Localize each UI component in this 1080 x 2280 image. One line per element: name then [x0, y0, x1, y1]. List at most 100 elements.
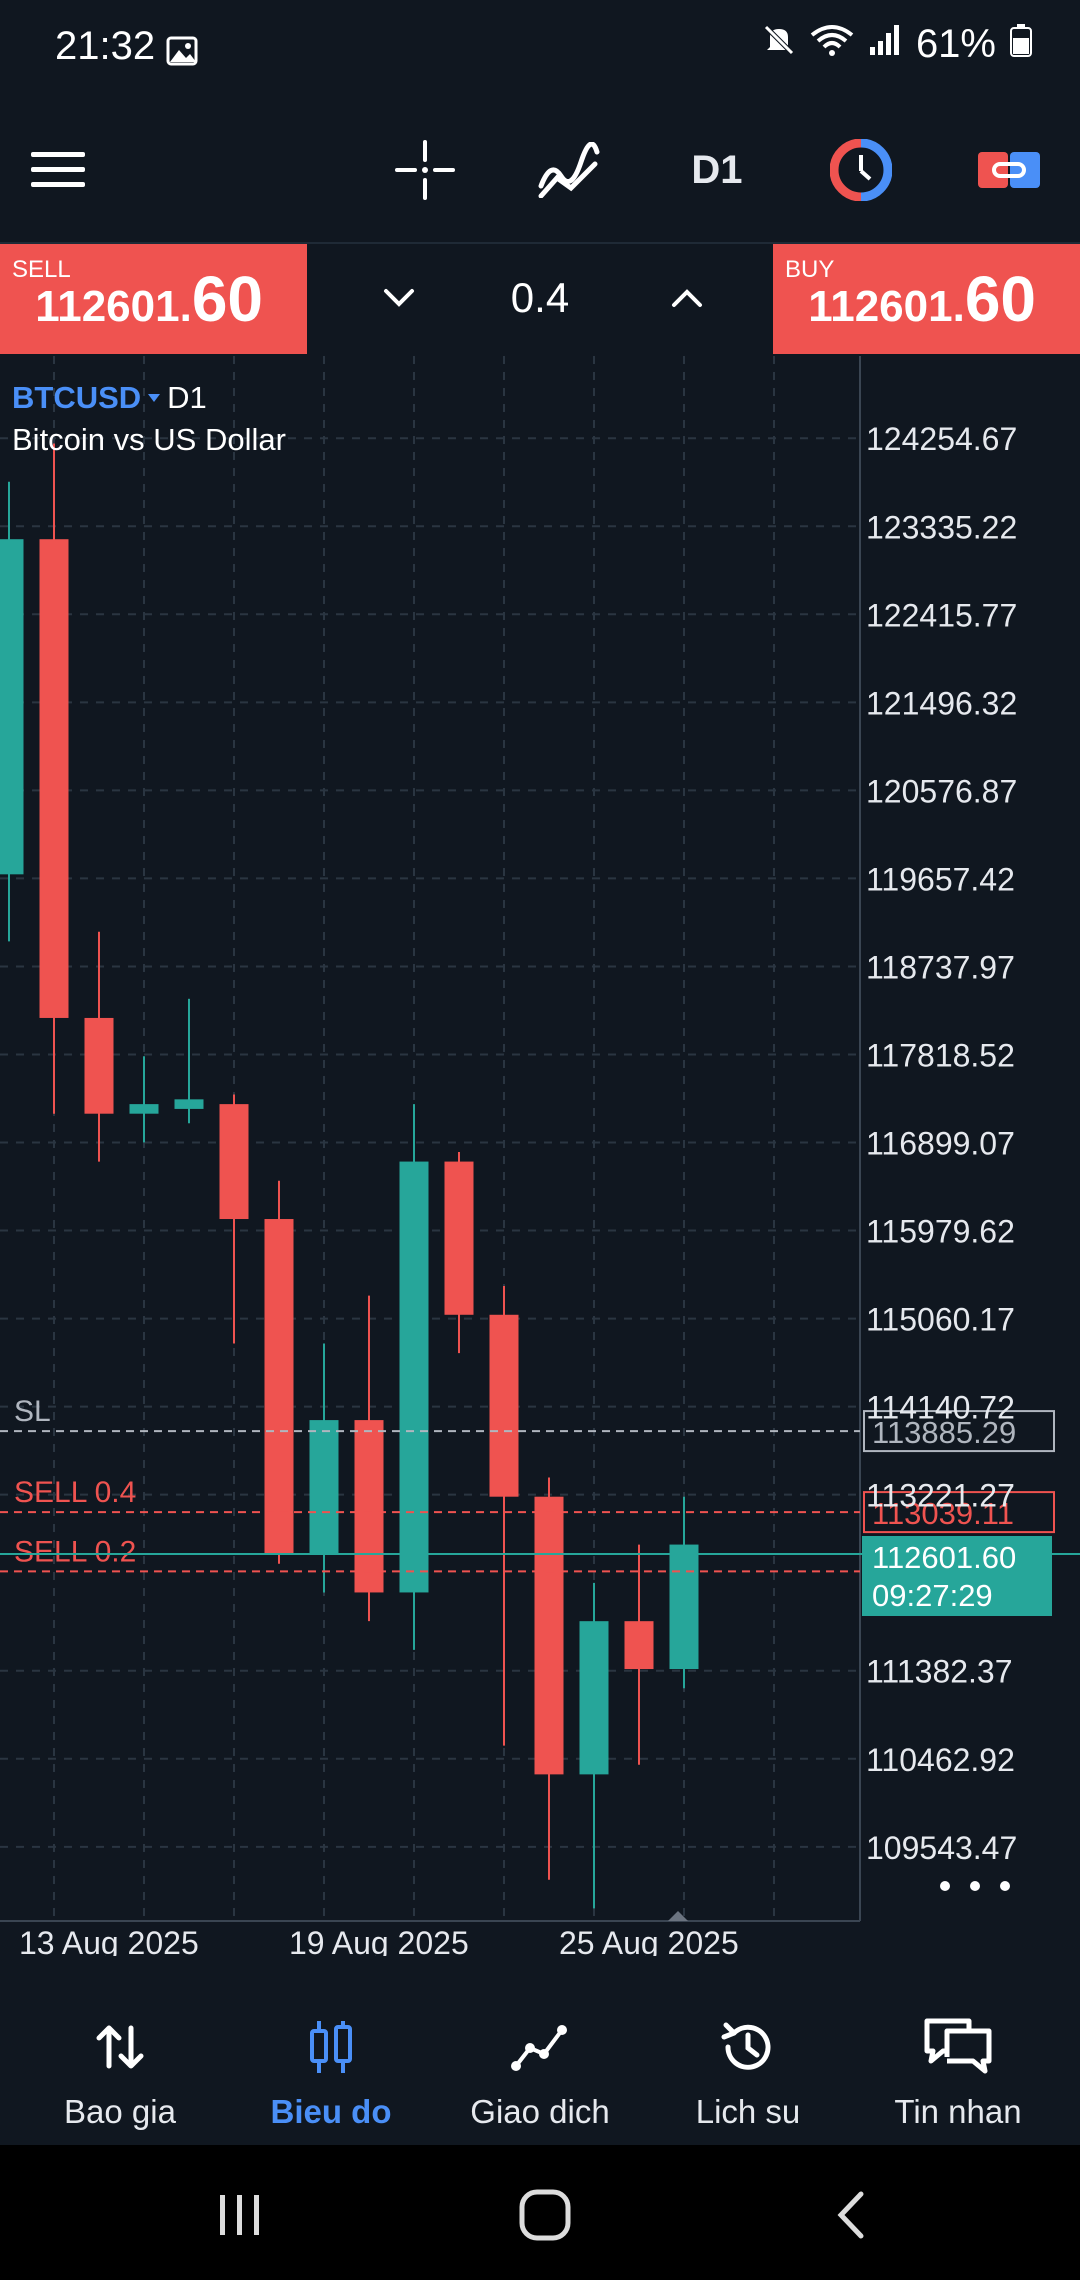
nav-quotes-label: Bao gia	[64, 2093, 176, 2130]
current-price-label: 112601.60	[872, 1540, 1016, 1575]
status-time: 21:32	[55, 24, 156, 68]
chevron-down-icon	[384, 289, 414, 307]
candle-body	[129, 1104, 159, 1114]
chevron-up-icon	[672, 289, 702, 307]
nav-chart[interactable]: Bieu do	[231, 1985, 431, 2145]
symbol-timeframe: D1	[167, 380, 207, 415]
candle-body	[444, 1161, 474, 1315]
system-navigation-bar	[0, 2145, 1080, 2280]
sell-label: SELL	[12, 256, 71, 283]
y-tick-label: 115979.62	[866, 1214, 1015, 1250]
candles-icon	[307, 2015, 355, 2079]
y-tick-label: 121496.32	[866, 685, 1017, 721]
nav-history[interactable]: Lich su	[648, 1985, 848, 2145]
x-tick-label: 19 Aug 2025	[289, 1925, 469, 1956]
y-tick-label: 110462.92	[866, 1742, 1015, 1778]
y-tick-label: 117818.52	[866, 1037, 1015, 1073]
order-price-label: 113039.11	[872, 1496, 1014, 1531]
y-tick-label: 120576.87	[866, 773, 1017, 809]
sell-price: 112601.60	[35, 263, 263, 335]
quotes-arrows-icon	[95, 2015, 145, 2079]
timeframe-button[interactable]: D1	[672, 130, 762, 210]
nav-chart-label: Bieu do	[270, 2093, 392, 2130]
y-tick-label: 122415.77	[866, 597, 1017, 633]
x-tick-label: 13 Aug 2025	[19, 1925, 199, 1956]
home-icon[interactable]	[510, 2185, 580, 2245]
gallery-icon	[166, 36, 198, 71]
candle-body	[489, 1314, 519, 1497]
buy-button[interactable]: BUY 112601.60	[773, 244, 1080, 354]
candle-body	[39, 539, 69, 1018]
chart-toolbar: D1	[0, 100, 1080, 244]
scroll-marker-icon	[668, 1911, 688, 1921]
clock-objects-icon[interactable]	[826, 130, 896, 210]
indicators-icon[interactable]	[534, 130, 604, 210]
y-tick-label: 123335.22	[866, 509, 1017, 545]
hamburger-icon[interactable]	[28, 130, 88, 210]
y-tick-label: 115060.17	[866, 1302, 1015, 1338]
bottom-navigation: Bao gia Bieu do Giao dich Lich su Tin nh…	[0, 1985, 1080, 2145]
timeframe-label: D1	[691, 147, 743, 192]
order-price-label: 113885.29	[872, 1415, 1016, 1450]
candle-body	[84, 1017, 114, 1114]
lot-decrease-button[interactable]	[369, 268, 429, 328]
nav-history-label: Lich su	[695, 2093, 801, 2130]
order-level-label: SELL 0.4	[14, 1476, 136, 1509]
y-tick-label: 116899.07	[866, 1126, 1015, 1162]
y-tick-label: 113221.27	[866, 1478, 1015, 1514]
history-icon	[718, 2015, 778, 2079]
nav-quotes[interactable]: Bao gia	[20, 1985, 220, 2145]
mute-icon	[762, 22, 796, 67]
candle-body	[399, 1161, 429, 1593]
bar-countdown-label: 09:27:29	[872, 1578, 993, 1613]
order-price-box	[863, 1491, 1055, 1534]
messages-icon	[923, 2015, 993, 2079]
sell-button[interactable]: SELL 112601.60	[0, 244, 307, 354]
symbol-description: Bitcoin vs US Dollar	[12, 422, 286, 457]
battery-icon	[1010, 22, 1032, 67]
y-tick-label: 124254.67	[866, 421, 1017, 457]
candle-body	[579, 1621, 609, 1775]
symbol-name[interactable]: BTCUSD	[12, 380, 142, 415]
price-chart[interactable]: SL 113885.29 SELL 0.4 113039.11 SELL 0.2 1126…	[0, 356, 1080, 1956]
crosshair-icon[interactable]	[390, 130, 460, 210]
y-tick-label: 118737.97	[866, 949, 1015, 985]
battery-percent: 61%	[915, 22, 996, 66]
nav-trade[interactable]: Giao dich	[440, 1985, 640, 2145]
y-tick-label: 111382.37	[866, 1654, 1013, 1690]
signal-icon	[868, 22, 902, 67]
candle-body	[354, 1420, 384, 1593]
candle-body	[309, 1420, 339, 1555]
trade-line-icon	[510, 2015, 570, 2079]
candle-body	[624, 1621, 654, 1670]
candle-body	[219, 1104, 249, 1220]
back-icon[interactable]	[820, 2185, 880, 2245]
one-click-trade-icon[interactable]	[974, 130, 1044, 210]
candle-body	[174, 1099, 204, 1109]
candle-body	[669, 1544, 699, 1670]
current-price-box	[862, 1535, 1052, 1616]
order-level-label: SELL 0.2	[14, 1535, 136, 1568]
symbol-selector[interactable]: BTCUSD D1	[12, 380, 207, 416]
lot-increase-button[interactable]	[657, 268, 717, 328]
order-level-label: SL	[14, 1395, 51, 1428]
candlestick-chart[interactable]: SL 113885.29 SELL 0.4 113039.11 SELL 0.2 1126…	[0, 356, 1080, 1956]
dropdown-triangle-icon[interactable]	[147, 392, 161, 404]
nav-trade-label: Giao dich	[470, 2093, 610, 2130]
y-tick-label: 119657.42	[866, 861, 1015, 897]
nav-messages[interactable]: Tin nhan	[858, 1985, 1058, 2145]
lot-selector: 0.4	[307, 244, 773, 354]
one-click-trade-bar: SELL 112601.60 0.4 BUY 112601.60	[0, 244, 1080, 354]
nav-messages-label: Tin nhan	[894, 2093, 1022, 2130]
more-options-icon[interactable]	[940, 1866, 1010, 1906]
lot-value[interactable]: 0.4	[510, 274, 570, 321]
wifi-icon	[810, 22, 854, 67]
candle-body	[264, 1219, 294, 1555]
y-tick-label: 109543.47	[866, 1830, 1017, 1866]
status-bar: 21:32 61%	[0, 0, 1080, 100]
x-tick-label: 25 Aug 2025	[559, 1925, 739, 1956]
plot-background	[0, 356, 860, 1921]
candle-body	[534, 1496, 564, 1775]
order-price-box	[863, 1410, 1055, 1453]
recent-apps-icon[interactable]	[210, 2185, 270, 2245]
